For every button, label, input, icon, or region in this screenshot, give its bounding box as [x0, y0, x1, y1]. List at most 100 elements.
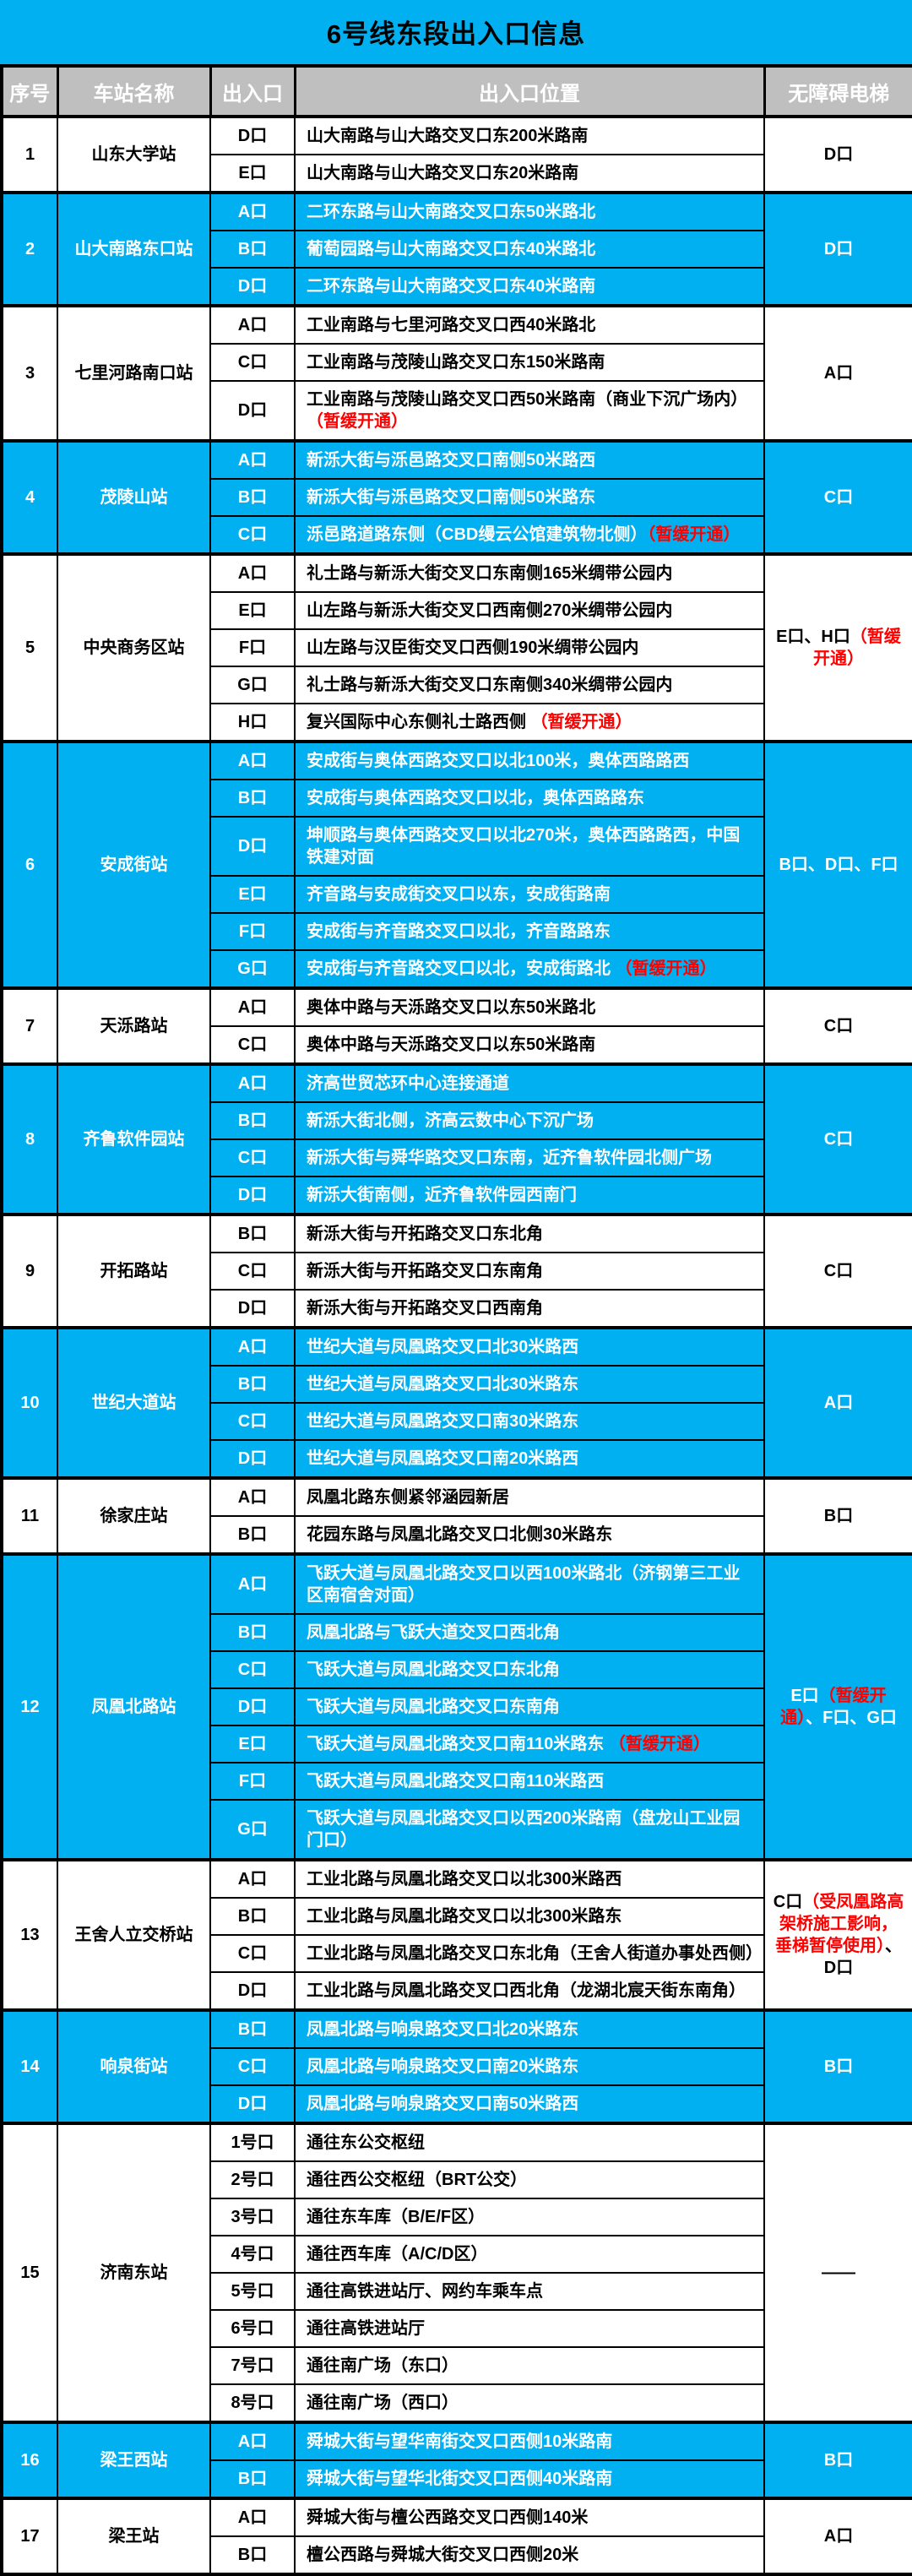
table-row: 5号口 通往高铁进站厅、网约车乘车点 [2, 2272, 912, 2311]
exit-location-cell: 新泺大街与开拓路交叉口西南角 [294, 1289, 765, 1329]
plain-text: B口、D口、F口 [779, 856, 898, 874]
table-row: 2号口 通往西公交枢纽（BRT公交） [2, 2160, 912, 2199]
exit-location-cell: 新泺大街与泺邑路交叉口南侧50米路西 [294, 439, 765, 480]
station-number-cell: 17 [1, 2497, 58, 2575]
plain-text: E口、H口 [776, 628, 850, 646]
exit-label-cell: F口 [209, 628, 296, 667]
plain-text: 飞跃大道与凤凰北路交叉口以西100米路北（济钢第三工业区南宿舍对面） [307, 1564, 741, 1605]
elevator-cell: B口 [763, 1476, 912, 1555]
table-row: 11 徐家庄站 A口 凤凰北路东侧紧邻涵园新居 B口 [1, 1476, 912, 1555]
exit-location-cell: 新泺大街与开拓路交叉口东北角 [294, 1213, 765, 1253]
plain-text: C口 [773, 1893, 803, 1911]
table-row: F口 飞跃大道与凤凰北路交叉口南110米路西 [2, 1762, 912, 1801]
table-row: 16 梁王西站 A口 舜城大街与望华南街交叉口西侧10米路南 B口 [1, 2421, 912, 2499]
exit-location-cell: 通往东公交枢纽 [294, 2122, 765, 2162]
exit-location-cell: 奥体中路与天泺路交叉口以东50米路南 [294, 1025, 765, 1065]
plain-text: 工业北路与凤凰北路交叉口以北300米路西 [307, 1870, 622, 1889]
header-exit: 出入口 [209, 64, 296, 118]
exit-location-cell: 飞跃大道与凤凰北路交叉口东南角 [294, 1687, 765, 1726]
exit-location-cell: 山左路与汉臣街交叉口西侧190米绸带公园内 [294, 628, 765, 667]
exit-location-cell: 安成街与齐音路交叉口以北，齐音路路东 [294, 912, 765, 951]
plain-text: 飞跃大道与凤凰北路交叉口东北角 [307, 1660, 560, 1679]
exit-location-cell: 舜城大街与檀公西路交叉口西侧140米 [294, 2497, 765, 2537]
station-name-cell: 梁王西站 [57, 2421, 211, 2499]
table-row: 4 茂陵山站 A口 新泺大街与泺邑路交叉口南侧50米路西 C口 [1, 439, 912, 555]
plain-text: 凤凰北路与响泉路交叉口南50米路西 [307, 2095, 579, 2113]
plain-text: 凤凰北路与响泉路交叉口南20米路东 [307, 2057, 579, 2076]
exit-label-cell: C口 [209, 343, 296, 382]
elevator-cell: B口 [763, 2008, 912, 2124]
elevator-cell: A口 [763, 2497, 912, 2575]
exit-label-cell: D口 [209, 115, 296, 155]
exit-label-cell: 4号口 [209, 2235, 296, 2274]
exit-location-cell: 工业北路与凤凰北路交叉口东北角（王舍人街道办事处西侧） [294, 1934, 765, 1973]
exit-label-cell: D口 [209, 1971, 296, 2011]
exit-label-cell: C口 [209, 1025, 296, 1065]
exit-location-cell: 世纪大道与凤凰路交叉口南30米路东 [294, 1402, 765, 1441]
station-number-cell: 5 [1, 552, 58, 742]
exit-label-cell: A口 [209, 1552, 296, 1615]
table-row: B口 工业北路与凤凰北路交叉口以北300米路东 [2, 1897, 912, 1936]
table-row: F口 山左路与汉臣街交叉口西侧190米绸带公园内 [2, 628, 912, 667]
exit-location-cell: 通往南广场（西口） [294, 2383, 765, 2423]
plain-text: 通往东公交枢纽 [307, 2133, 425, 2152]
table-row: C口 奥体中路与天泺路交叉口以东50米路南 [2, 1025, 912, 1065]
table-row: B口 檀公西路与舜城大街交叉口西侧20米 [2, 2535, 912, 2575]
elevator-cell: B口 [763, 2421, 912, 2499]
exit-label-cell: A口 [209, 439, 296, 480]
exit-label-cell: F口 [209, 912, 296, 951]
exit-location-cell: 山大南路与山大路交叉口东200米路南 [294, 115, 765, 155]
station-number-cell: 13 [1, 1858, 58, 2011]
plain-text: 通往南广场（西口） [307, 2394, 459, 2412]
exit-location-cell: 二环东路与山大南路交叉口东40米路南 [294, 267, 765, 307]
plain-text: 安成街与齐音路交叉口以北，齐音路路东 [307, 922, 611, 941]
plain-text: 二环东路与山大南路交叉口东50米路北 [307, 203, 596, 221]
header-serial-number: 序号 [0, 64, 59, 118]
exit-location-cell: 复兴国际中心东侧礼士路西侧 （暂缓开通） [294, 703, 765, 742]
plain-text: E口 [790, 1687, 819, 1705]
plain-text: 工业南路与七里河路交叉口西40米路北 [307, 316, 596, 334]
table-row: E口 山大南路与山大路交叉口东20米路南 [2, 154, 912, 193]
plain-text: B口 [823, 2057, 854, 2076]
exit-location-cell: 凤凰北路与响泉路交叉口北20米路东 [294, 2008, 765, 2049]
plain-text: 舜城大街与望华南街交叉口西侧10米路南 [307, 2432, 613, 2451]
plain-text: 花园东路与凤凰北路交叉口北侧30米路东 [307, 1525, 613, 1544]
table-row: 2 山大南路东口站 A口 二环东路与山大南路交叉口东50米路北 D口 [1, 191, 912, 307]
station-number-cell: 2 [1, 191, 58, 307]
table-row: B口 凤凰北路与飞跃大道交叉口西北角 [2, 1613, 912, 1652]
exit-location-cell: 工业北路与凤凰北路交叉口西北角（龙湖北宸天街东南角） [294, 1971, 765, 2011]
station-number-cell: 1 [1, 115, 58, 193]
exit-location-cell: 花园东路与凤凰北路交叉口北侧30米路东 [294, 1515, 765, 1555]
plain-text: 凤凰北路与飞跃大道交叉口西北角 [307, 1623, 560, 1642]
exit-label-cell: D口 [209, 380, 296, 442]
plain-text: A口 [823, 1394, 854, 1412]
exit-location-cell: 工业北路与凤凰北路交叉口以北300米路东 [294, 1897, 765, 1936]
station-number-cell: 7 [1, 986, 58, 1065]
station-name-cell: 茂陵山站 [57, 439, 211, 555]
table-row: 14 响泉街站 B口 凤凰北路与响泉路交叉口北20米路东 B口 [1, 2008, 912, 2124]
exit-location-cell: 礼士路与新泺大街交叉口东南侧340米绸带公园内 [294, 666, 765, 704]
table-row: G口 安成街与齐音路交叉口以北，安成街路北 （暂缓开通） [2, 949, 912, 989]
table-row: C口 凤凰北路与响泉路交叉口南20米路东 [2, 2047, 912, 2086]
plain-text: 奥体中路与天泺路交叉口以东50米路北 [307, 998, 596, 1017]
table-row: F口 安成街与齐音路交叉口以北，齐音路路东 [2, 912, 912, 951]
station-name-cell: 徐家庄站 [57, 1476, 211, 1555]
plain-text: 礼士路与新泺大街交叉口东南侧340米绸带公园内 [307, 676, 673, 694]
exit-location-cell: 凤凰北路与响泉路交叉口南20米路东 [294, 2047, 765, 2086]
exit-label-cell: C口 [209, 1139, 296, 1177]
station-number-cell: 4 [1, 439, 58, 555]
plain-text: 飞跃大道与凤凰北路交叉口南110米路西 [307, 1772, 605, 1791]
exit-label-cell: G口 [209, 949, 296, 989]
table-row: 10 世纪大道站 A口 世纪大道与凤凰路交叉口北30米路西 A口 [1, 1326, 912, 1479]
plain-text: 安成街与奥体西路交叉口以北，奥体西路路东 [307, 789, 644, 807]
plain-text: C口 [823, 1017, 854, 1035]
exit-label-cell: D口 [209, 1176, 296, 1215]
exit-label-cell: H口 [209, 703, 296, 742]
exit-location-cell: 舜城大街与望华北街交叉口西侧40米路南 [294, 2459, 765, 2499]
elevator-cell: A口 [763, 1326, 912, 1479]
exit-location-cell: 齐音路与安成街交叉口以东，安成街路南 [294, 875, 765, 914]
plain-text: 新泺大街与泺邑路交叉口南侧50米路西 [307, 451, 596, 470]
plain-text: 工业北路与凤凰北路交叉口以北300米路东 [307, 1907, 622, 1926]
plain-text: 奥体中路与天泺路交叉口以东50米路南 [307, 1035, 596, 1054]
